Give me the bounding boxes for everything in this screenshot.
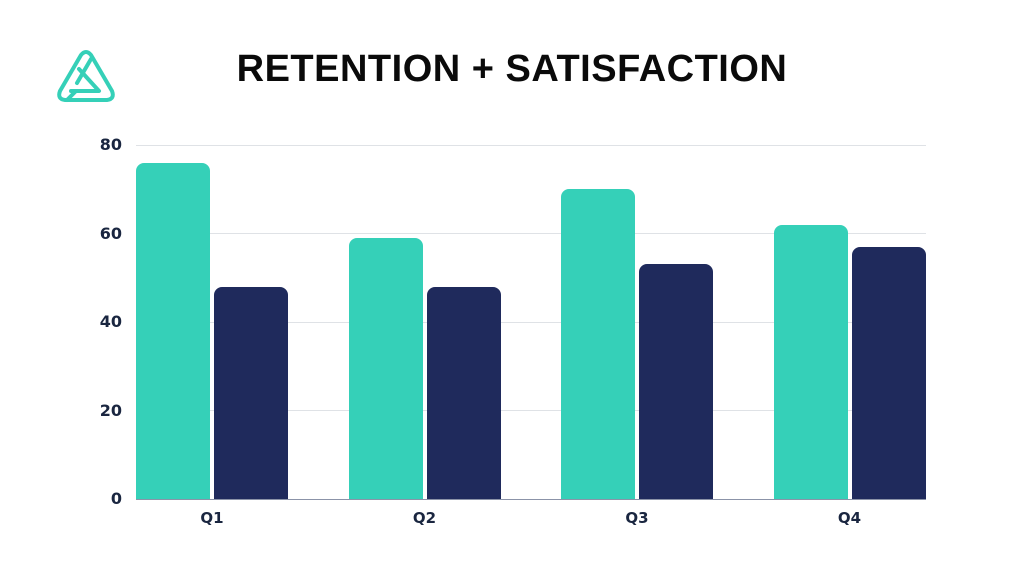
bar-satisfaction-q2	[426, 286, 501, 499]
bar-satisfaction-q1	[214, 286, 288, 499]
chart-title: RETENTION + SATISFACTION	[236, 48, 788, 90]
gridline-60	[136, 233, 926, 234]
x-tick-q1: Q1	[200, 509, 224, 527]
plot-area	[136, 145, 926, 500]
gridline-20	[136, 410, 926, 411]
x-tick-q2: Q2	[412, 509, 437, 527]
logo-icon	[55, 47, 117, 105]
bar-retention-q4	[773, 224, 848, 499]
y-tick-40: 40	[99, 312, 122, 331]
gridline-40	[136, 322, 926, 323]
x-tick-q4: Q4	[837, 509, 862, 527]
bar-retention-q3	[561, 189, 635, 499]
bar-retention-q1	[136, 162, 210, 499]
y-tick-80: 80	[99, 135, 122, 154]
x-tick-q3: Q3	[625, 509, 649, 527]
bar-satisfaction-q4	[851, 246, 926, 499]
y-tick-0: 0	[110, 489, 122, 508]
y-tick-60: 60	[99, 224, 122, 243]
bar-retention-q2	[348, 237, 423, 499]
x-axis-line	[136, 499, 926, 500]
y-tick-20: 20	[99, 401, 122, 420]
gridline-80	[136, 145, 926, 146]
bar-satisfaction-q3	[639, 264, 713, 499]
